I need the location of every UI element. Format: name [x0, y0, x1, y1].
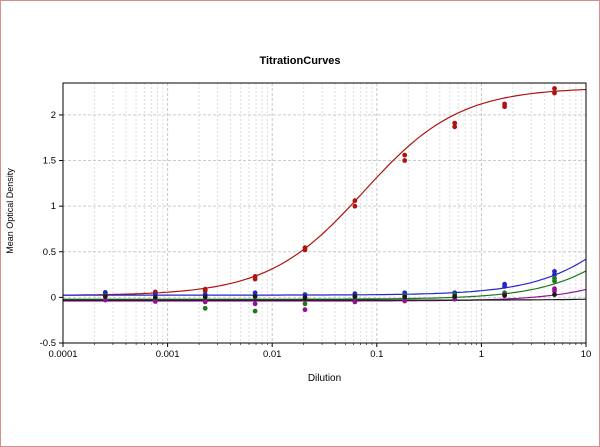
x-axis-label: Dilution [307, 373, 342, 384]
svg-text:10: 10 [581, 349, 592, 360]
svg-text:2: 2 [51, 110, 56, 121]
svg-text:1: 1 [479, 349, 484, 360]
svg-text:0: 0 [51, 292, 56, 303]
svg-text:-0.5: -0.5 [40, 338, 56, 349]
svg-text:0.0001: 0.0001 [48, 349, 77, 360]
svg-text:0.1: 0.1 [370, 349, 383, 360]
svg-text:0.01: 0.01 [263, 349, 282, 360]
svg-text:0.5: 0.5 [43, 247, 56, 258]
y-axis-label: Mean Optical Density [5, 168, 15, 254]
svg-text:0.001: 0.001 [156, 349, 180, 360]
svg-text:1.5: 1.5 [43, 156, 56, 167]
svg-text:1: 1 [51, 201, 56, 212]
chart-title: TitrationCurves [259, 55, 341, 67]
